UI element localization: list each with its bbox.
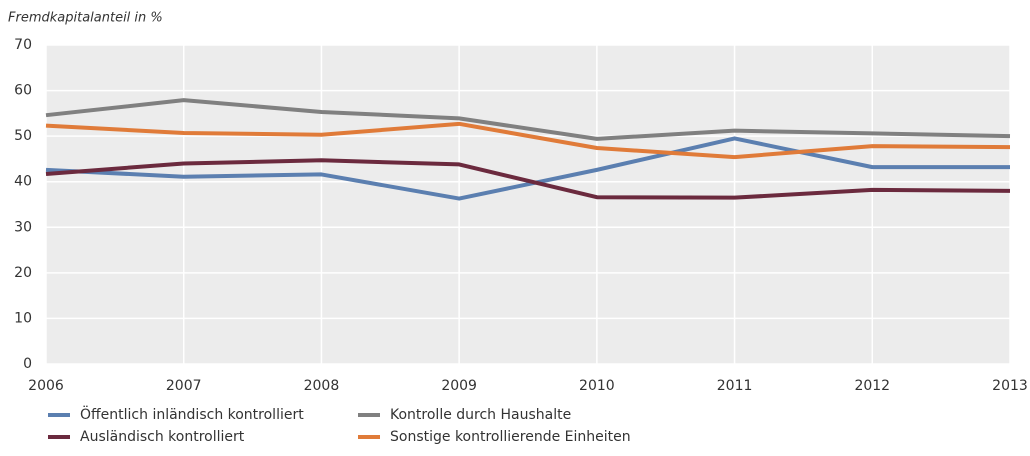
series-line	[45, 158, 1011, 200]
x-tick-label: 2011	[717, 378, 753, 394]
legend-label: Sonstige kontrollierende Einheiten	[390, 429, 631, 445]
series-line	[45, 121, 1011, 160]
y-tick-label: 30	[14, 219, 32, 235]
series-line	[45, 136, 1010, 201]
series-line	[45, 98, 1011, 141]
legend-label: Kontrolle durch Haushalte	[390, 407, 571, 423]
x-tick-label: 2012	[854, 378, 890, 394]
x-tick-label: 2010	[579, 378, 615, 394]
y-tick-label: 20	[14, 265, 32, 281]
y-tick-label: 0	[23, 356, 32, 372]
x-tick-label: 2006	[28, 378, 64, 394]
x-tick-label: 2009	[441, 378, 477, 394]
y-axis-label: Fremdkapitalanteil in %	[8, 11, 163, 26]
y-tick-label: 10	[14, 310, 32, 326]
plot-area	[46, 45, 1010, 364]
y-tick-label: 70	[14, 37, 32, 53]
x-tick-label: 2007	[166, 378, 202, 394]
y-tick-label: 40	[14, 174, 32, 190]
y-tick-label: 60	[14, 83, 32, 99]
legend-label: Ausländisch kontrolliert	[80, 429, 245, 445]
legend-label: Öffentlich inländisch kontrolliert	[80, 405, 304, 423]
x-tick-label: 2008	[304, 378, 340, 394]
x-tick-label: 2013	[992, 378, 1028, 394]
y-tick-label: 50	[14, 128, 32, 144]
